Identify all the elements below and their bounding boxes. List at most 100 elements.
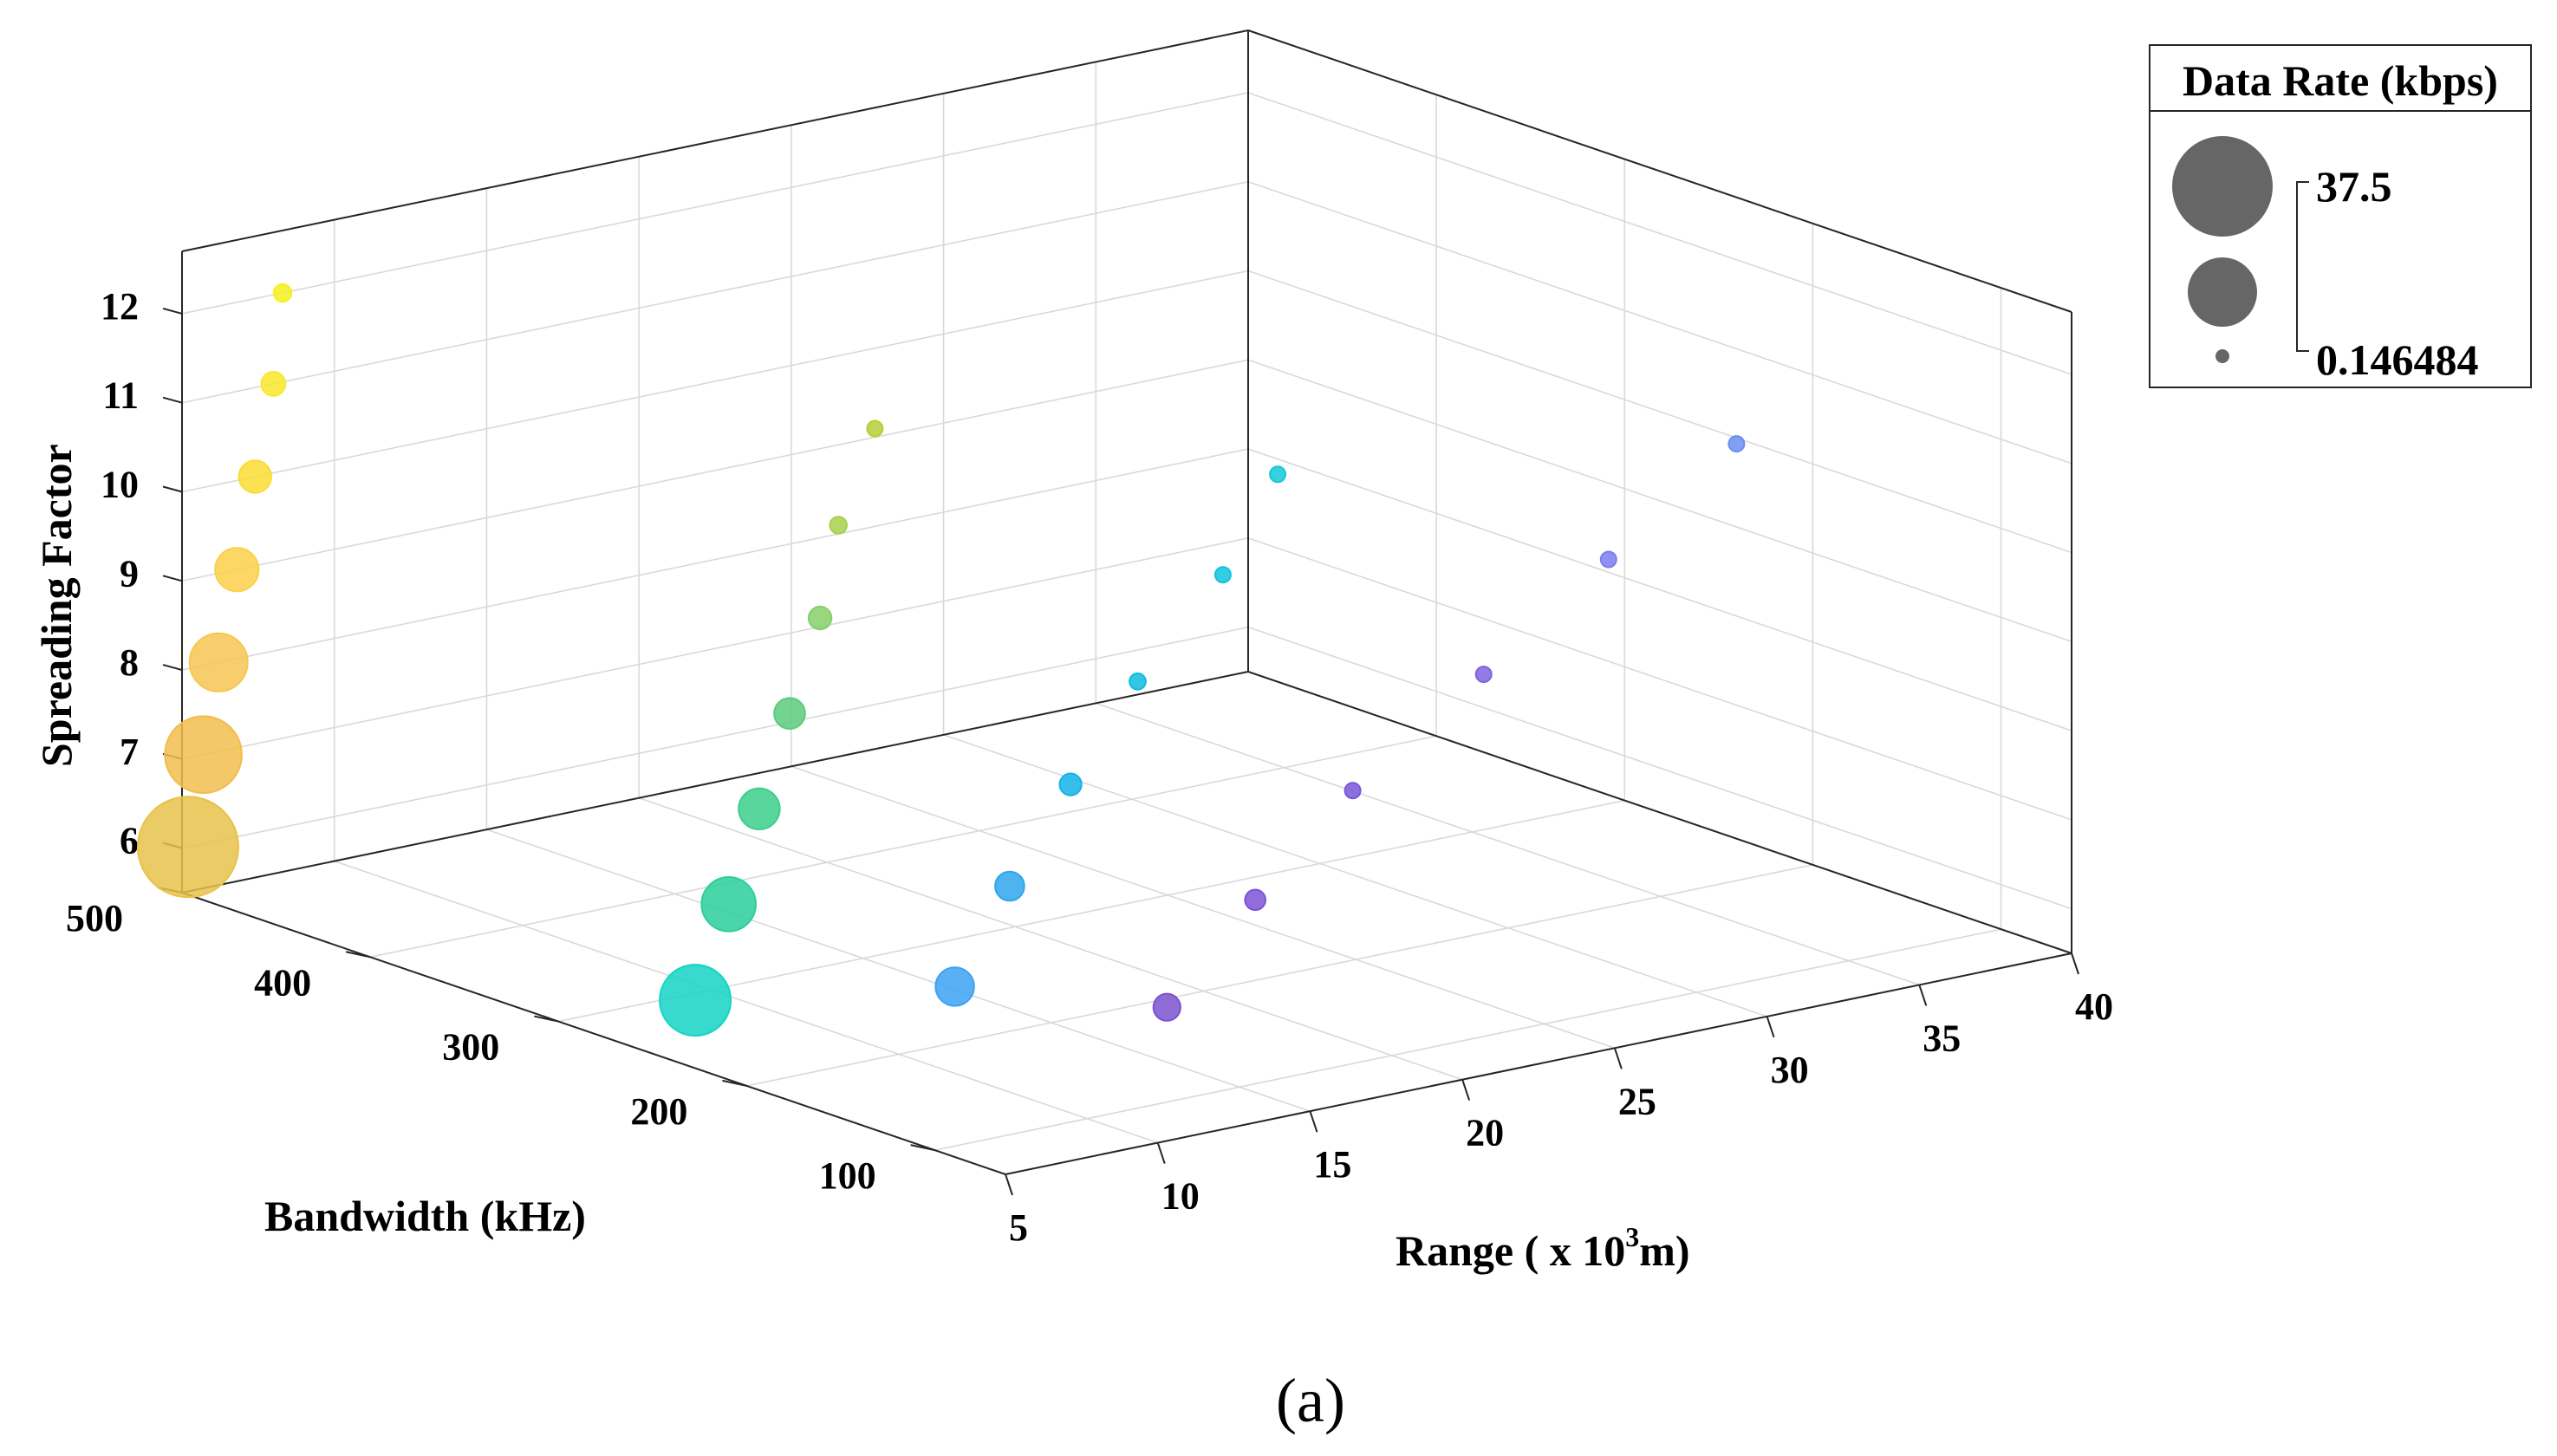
data-bubble <box>773 697 806 731</box>
figure-caption: (a) <box>1276 1366 1345 1435</box>
axis-edge <box>1247 671 2072 954</box>
x-tick <box>1918 985 1928 1006</box>
x-tick <box>1461 1079 1471 1102</box>
z-axis-label: Spreading Factor <box>32 444 81 767</box>
z-tick-label: 8 <box>120 641 139 684</box>
x-tick <box>1309 1110 1318 1133</box>
grid-line <box>1247 359 2072 643</box>
grid-line <box>638 796 1463 1081</box>
x-tick-label: 15 <box>1313 1143 1351 1186</box>
data-bubble <box>994 870 1025 902</box>
grid-line <box>181 359 1249 582</box>
data-bubble <box>829 516 849 535</box>
x-tick-label: 25 <box>1618 1080 1656 1122</box>
legend-bubble-medium <box>2188 257 2257 327</box>
data-bubble <box>214 547 260 593</box>
x-tick-label: 5 <box>1009 1206 1028 1249</box>
x-axis-label: Range ( x 103m) <box>1396 1221 1690 1275</box>
grid-line <box>181 270 1249 493</box>
data-bubble <box>1058 772 1083 796</box>
z-tick <box>162 575 183 582</box>
grid-line <box>181 626 1249 849</box>
data-bubble <box>272 283 293 303</box>
data-bubble <box>164 715 243 795</box>
z-tick-label: 11 <box>102 374 139 417</box>
data-bubble <box>934 966 975 1007</box>
grid-line <box>181 448 1249 671</box>
axis-edge <box>1247 29 2072 313</box>
z-tick-label: 7 <box>120 731 139 773</box>
grid-line <box>1247 180 2072 465</box>
data-bubble <box>1244 888 1266 912</box>
grid-line <box>746 864 1813 1087</box>
z-tick-label: 10 <box>101 464 139 506</box>
grid-line <box>1247 537 2072 821</box>
data-bubble <box>866 419 884 438</box>
axis-edge <box>181 892 1006 1175</box>
x-tick <box>1766 1016 1775 1038</box>
legend-bracket <box>2296 181 2309 352</box>
grid-line <box>334 860 1158 1144</box>
x-tick <box>2071 952 2079 975</box>
z-tick-label: 12 <box>101 285 139 328</box>
y-tick-label: 300 <box>442 1026 499 1069</box>
legend-bubble-large <box>2172 136 2273 237</box>
data-bubble <box>137 796 239 899</box>
data-bubble <box>700 876 758 933</box>
axis-edge <box>181 671 1249 894</box>
x-tick-label: 10 <box>1161 1175 1200 1218</box>
z-tick <box>162 664 183 672</box>
data-bubble <box>659 964 732 1037</box>
z-tick-label: 6 <box>120 820 139 862</box>
axis-edge <box>1005 952 2072 1175</box>
grid-line <box>1247 626 2072 910</box>
data-points <box>137 283 1746 1037</box>
grid-lines <box>181 30 2072 1175</box>
y-tick <box>722 1079 747 1087</box>
grid-line <box>558 799 1625 1023</box>
y-tick <box>345 951 371 959</box>
grid-line <box>181 537 1249 760</box>
legend-max-label: 37.5 <box>2316 162 2392 211</box>
x-tick-label: 20 <box>1466 1112 1504 1154</box>
grid-line <box>369 735 1437 959</box>
y-tick-label: 500 <box>66 897 123 939</box>
tick-labels: 5 10 15 20 25 30 35 40 100 200 300 400 500 6 7 8 9 10 11 12 <box>66 285 2113 1249</box>
data-bubble <box>1344 782 1362 800</box>
grid-line <box>1096 702 1920 986</box>
legend-min-label: 0.146484 <box>2316 335 2479 384</box>
z-tick <box>162 307 183 315</box>
x-tick <box>1005 1173 1013 1196</box>
z-tick-label: 9 <box>120 552 139 595</box>
y-tick-label: 100 <box>819 1154 876 1197</box>
x-tick <box>1613 1047 1623 1069</box>
grid-line <box>1247 92 2072 375</box>
data-bubble <box>1599 550 1617 569</box>
axis-edge <box>181 29 1249 252</box>
grid-line <box>1247 448 2072 731</box>
x-tick-label: 30 <box>1771 1049 1809 1091</box>
legend-title: Data Rate (kbps) <box>2183 56 2498 105</box>
data-bubble <box>1213 566 1232 584</box>
data-bubble <box>1152 992 1181 1022</box>
grid-line <box>1247 270 2072 554</box>
data-bubble <box>1727 435 1746 453</box>
x-tick-label: 35 <box>1923 1017 1961 1059</box>
axis-box <box>181 29 2072 1175</box>
grid-line <box>486 829 1311 1112</box>
y-tick-label: 200 <box>630 1090 687 1133</box>
y-tick-label: 400 <box>254 961 311 1004</box>
data-bubble <box>188 632 249 692</box>
legend: Data Rate (kbps) 37.5 0.146484 <box>2149 44 2532 388</box>
y-tick <box>534 1015 559 1023</box>
data-bubble <box>1474 666 1493 684</box>
grid-line <box>791 765 1616 1050</box>
x-tick-label: 40 <box>2075 985 2113 1028</box>
grid-line <box>934 928 2001 1151</box>
y-tick <box>910 1144 935 1152</box>
data-bubble <box>237 459 272 494</box>
data-bubble <box>260 371 287 397</box>
data-bubble <box>1129 672 1147 691</box>
data-bubble <box>738 787 781 830</box>
